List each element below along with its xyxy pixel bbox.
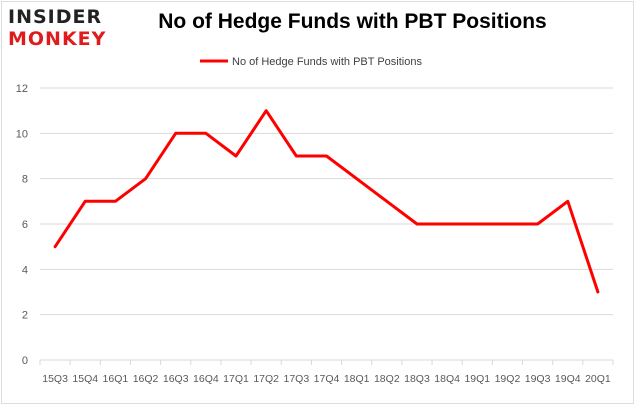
x-tick-label-19Q1: 19Q1 [464,373,490,385]
y-tick-label-12: 12 [16,83,28,95]
x-tick-label-17Q4: 17Q4 [314,373,340,385]
x-tick-label-17Q1: 17Q1 [223,373,249,385]
x-tick-label-18Q2: 18Q2 [374,373,400,385]
x-tick-label-17Q3: 17Q3 [283,373,309,385]
chart-title: No of Hedge Funds with PBT Positions [158,10,547,33]
x-tick-label-16Q3: 16Q3 [163,373,189,385]
x-tick-label-15Q4: 15Q4 [72,373,98,385]
x-tick-label-15Q3: 15Q3 [42,373,68,385]
y-tick-label-10: 10 [16,128,28,140]
y-tick-label-6: 6 [22,219,28,231]
legend-label: No of Hedge Funds with PBT Positions [232,56,422,68]
y-tick-label-0: 0 [22,355,28,367]
x-tick-label-19Q4: 19Q4 [555,373,581,385]
y-tick-label-4: 4 [22,264,28,276]
x-tick-label-16Q4: 16Q4 [193,373,219,385]
y-tick-label-2: 2 [22,310,28,322]
logo-text-insider: INSIDER [8,6,103,28]
series-line-0 [53,109,600,294]
y-tick-label-8: 8 [22,174,28,186]
x-tick-label-19Q2: 19Q2 [495,373,521,385]
x-tick-label-18Q3: 18Q3 [404,373,430,385]
x-tick-label-20Q1: 20Q1 [585,373,611,385]
x-tick-label-16Q2: 16Q2 [133,373,159,385]
logo-text-monkey: MONKEY [8,28,107,50]
x-tick-label-16Q1: 16Q1 [103,373,129,385]
x-tick-label-19Q3: 19Q3 [525,373,551,385]
insider-monkey-logo: INSIDER MONKEY [8,6,126,52]
x-tick-label-18Q1: 18Q1 [344,373,370,385]
x-tick-label-17Q2: 17Q2 [253,373,279,385]
x-tick-label-18Q4: 18Q4 [434,373,460,385]
